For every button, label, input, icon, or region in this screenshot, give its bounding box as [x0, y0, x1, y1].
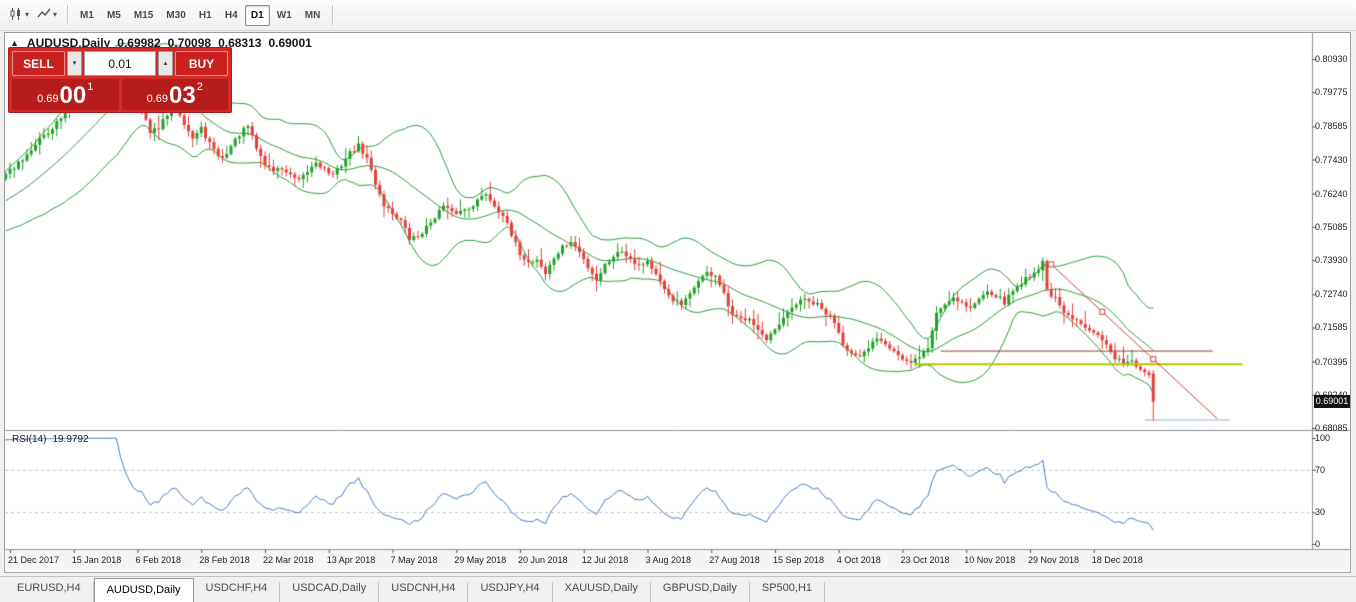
candlestick-chart-icon [9, 7, 23, 24]
date-axis-label: 13 Apr 2018 [326, 555, 376, 565]
chart-tab-xauusd-daily[interactable]: XAUUSD,Daily [553, 582, 651, 602]
ohlc-low: 0.68313 [218, 36, 262, 50]
trade-panel-controls: SELL ▾ ▴ BUY [12, 51, 228, 76]
date-axis-label: 7 May 2018 [390, 555, 438, 565]
price-axis-label: 0.72740 [1315, 289, 1348, 300]
timeframe-button-m15[interactable]: M15 [128, 5, 159, 26]
ask-price-sup: 2 [196, 81, 203, 93]
price-axis-label: 0.70395 [1315, 356, 1348, 367]
timeframe-button-h1[interactable]: H1 [193, 5, 218, 26]
line-chart-icon [37, 7, 51, 24]
date-axis-label: 15 Jan 2018 [71, 555, 122, 565]
date-axis-label: 3 Aug 2018 [645, 555, 692, 565]
date-axis-label: 28 Feb 2018 [199, 555, 250, 565]
date-axis-label: 20 Jun 2018 [518, 555, 568, 565]
date-axis-label: 18 Dec 2018 [1091, 555, 1143, 565]
date-axis-label: 29 May 2018 [454, 555, 507, 565]
lot-size-input[interactable] [85, 55, 155, 72]
timeframe-button-m30[interactable]: M30 [160, 5, 191, 26]
buy-button[interactable]: BUY [175, 51, 228, 76]
rsi-axis-label: 0 [1315, 539, 1321, 549]
chevron-down-icon: ▾ [53, 10, 58, 19]
timeframe-button-m5[interactable]: M5 [101, 5, 127, 26]
line-studies-button[interactable]: ▾ [33, 4, 61, 27]
date-axis-label: 29 Nov 2018 [1028, 555, 1080, 565]
chart-tab-gbpusd-daily[interactable]: GBPUSD,Daily [651, 582, 750, 602]
price-axis-label: 0.78585 [1315, 121, 1348, 132]
timeframe-button-d1[interactable]: D1 [244, 4, 270, 26]
one-click-trading-toggle[interactable]: ▲ [10, 38, 19, 48]
chart-tab-sp500-h1[interactable]: SP500,H1 [750, 582, 826, 602]
chart-tab-usdcnh-h4[interactable]: USDCNH,H4 [379, 582, 469, 602]
lot-decrease-button[interactable]: ▾ [67, 51, 82, 76]
timeframe-button-h4[interactable]: H4 [219, 5, 244, 26]
price-axis-label: 0.68085 [1315, 422, 1348, 433]
date-axis-label: 22 Mar 2018 [263, 555, 314, 565]
price-axis-label: 0.71585 [1315, 322, 1348, 333]
lot-increase-button[interactable]: ▴ [158, 51, 173, 76]
timeframe-button-mn[interactable]: MN [299, 5, 327, 26]
bid-price-big: 00 [59, 82, 87, 109]
price-axis-label: 0.77430 [1315, 154, 1348, 165]
lot-size-box [84, 51, 156, 76]
toolbar-separator [67, 5, 69, 25]
date-axis-label: 4 Oct 2018 [836, 555, 881, 565]
rsi-indicator-name: RSI(14) [12, 434, 47, 445]
chart-tab-usdjpy-h4[interactable]: USDJPY,H4 [468, 582, 553, 602]
rsi-axis-label: 100 [1315, 433, 1331, 443]
rsi-indicator-header: RSI(14) 19.9792 [12, 434, 89, 445]
date-axis-label: 12 Jul 2018 [581, 555, 629, 565]
ohlc-open: 0.69982 [117, 36, 161, 50]
rsi-axis-label: 30 [1315, 507, 1326, 518]
trade-panel-prices: 0.69 00 1 0.69 03 2 [12, 79, 228, 110]
timeframe-group: M1 M5 M15 M30 H1 H4 D1 W1 MN [74, 4, 327, 26]
date-axis-label: 23 Oct 2018 [900, 555, 950, 565]
ohlc-high: 0.70098 [167, 36, 212, 50]
symbol-title: AUDUSD,Daily [26, 36, 111, 50]
date-axis-label: 6 Feb 2018 [135, 555, 182, 565]
chart-type-button[interactable]: ▾ [5, 4, 33, 27]
toolbar: ▾ ▾ M1 M5 M15 M30 H1 H4 D1 W1 MN [0, 0, 1356, 31]
bid-price-small: 0.69 [37, 93, 59, 105]
date-axis-label: 10 Nov 2018 [964, 555, 1016, 565]
price-axis-label: 0.80930 [1315, 54, 1348, 64]
price-axis-label: 0.73930 [1315, 255, 1348, 266]
chevron-down-icon: ▾ [25, 10, 30, 19]
rsi-axis-label: 70 [1315, 464, 1326, 475]
timeframe-button-w1[interactable]: W1 [271, 5, 298, 26]
date-axis-label: 27 Aug 2018 [709, 555, 760, 565]
chart-header: ▲ AUDUSD,Daily 0.69982 0.70098 0.68313 0… [10, 36, 312, 50]
toolbar-separator [332, 5, 334, 25]
bid-price-sup: 1 [87, 81, 94, 93]
chart-tab-usdchf-h4[interactable]: USDCHF,H4 [194, 582, 281, 602]
ask-price[interactable]: 0.69 03 2 [121, 79, 228, 110]
date-axis-label: 15 Sep 2018 [773, 555, 825, 565]
chart-tab-usdcad-daily[interactable]: USDCAD,Daily [280, 582, 380, 602]
chart-tab-audusd-daily[interactable]: AUDUSD,Daily [93, 578, 194, 602]
price-axis-label: 0.69240 [1315, 390, 1348, 400]
ask-price-big: 03 [169, 82, 196, 109]
price-axis-label: 0.76240 [1315, 188, 1348, 199]
ask-price-small: 0.69 [146, 93, 169, 105]
ohlc-close: 0.69001 [268, 36, 312, 50]
chart-tab-eurusd-h4[interactable]: EURUSD,H4 [5, 582, 94, 602]
current-price-badge: 0.69001 [1314, 395, 1350, 409]
timeframe-button-m1[interactable]: M1 [74, 5, 100, 26]
price-axis-label: 0.75085 [1315, 221, 1348, 232]
price-axis-label: 0.79775 [1315, 87, 1348, 98]
one-click-trading-panel: SELL ▾ ▴ BUY 0.69 00 1 0.69 03 2 [8, 47, 232, 113]
rsi-indicator-value: 19.9792 [52, 434, 89, 445]
chart-tab-bar: EURUSD,H4 AUDUSD,Daily USDCHF,H4 USDCAD,Dai… [0, 576, 1356, 602]
date-axis-label: 21 Dec 2017 [8, 555, 60, 565]
sell-button[interactable]: SELL [12, 51, 65, 76]
bid-price[interactable]: 0.69 00 1 [12, 79, 119, 110]
